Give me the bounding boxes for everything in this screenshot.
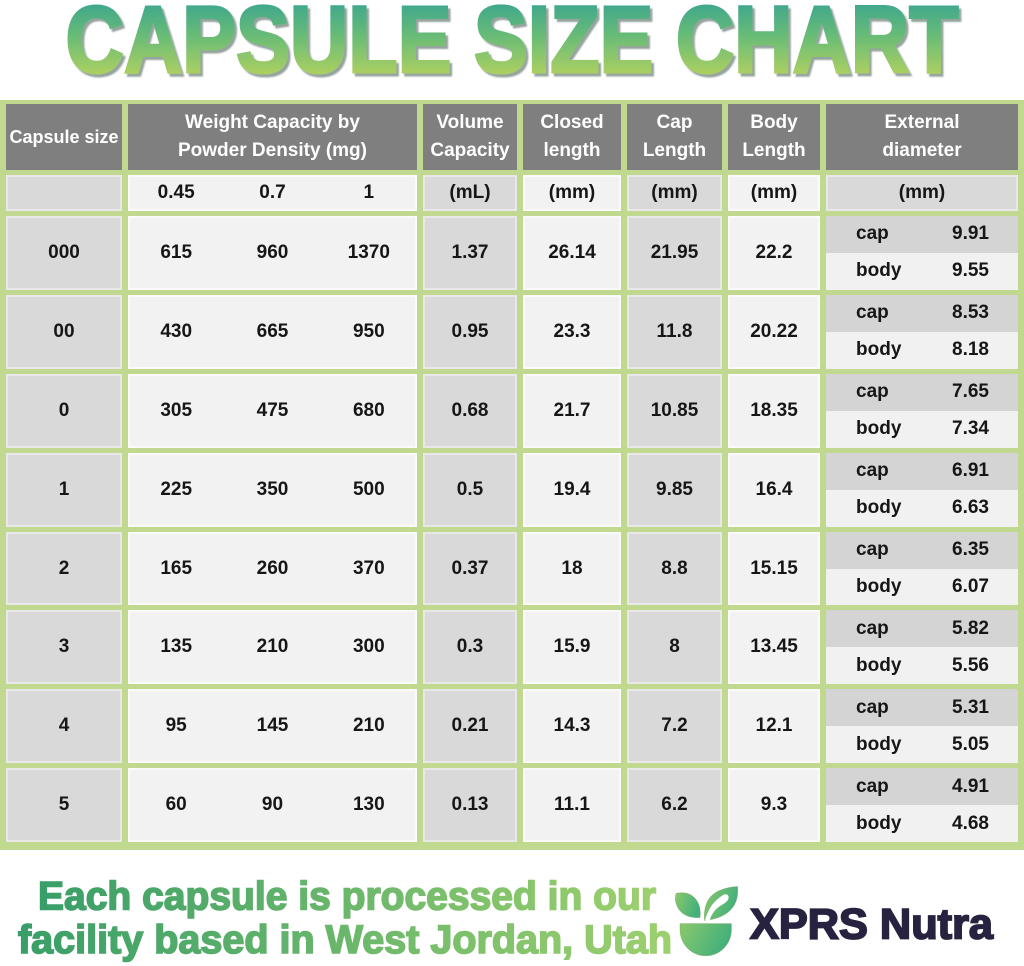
- svg-text:facility based in West Jordan,: facility based in West Jordan, Utah: [18, 918, 672, 962]
- svg-text:XPRS Nutra: XPRS Nutra: [750, 902, 993, 949]
- svg-text:Each capsule is processed in o: Each capsule is processed in our: [38, 875, 656, 919]
- svg-text:CAPSULE SIZE CHART: CAPSULE SIZE CHART: [66, 0, 959, 93]
